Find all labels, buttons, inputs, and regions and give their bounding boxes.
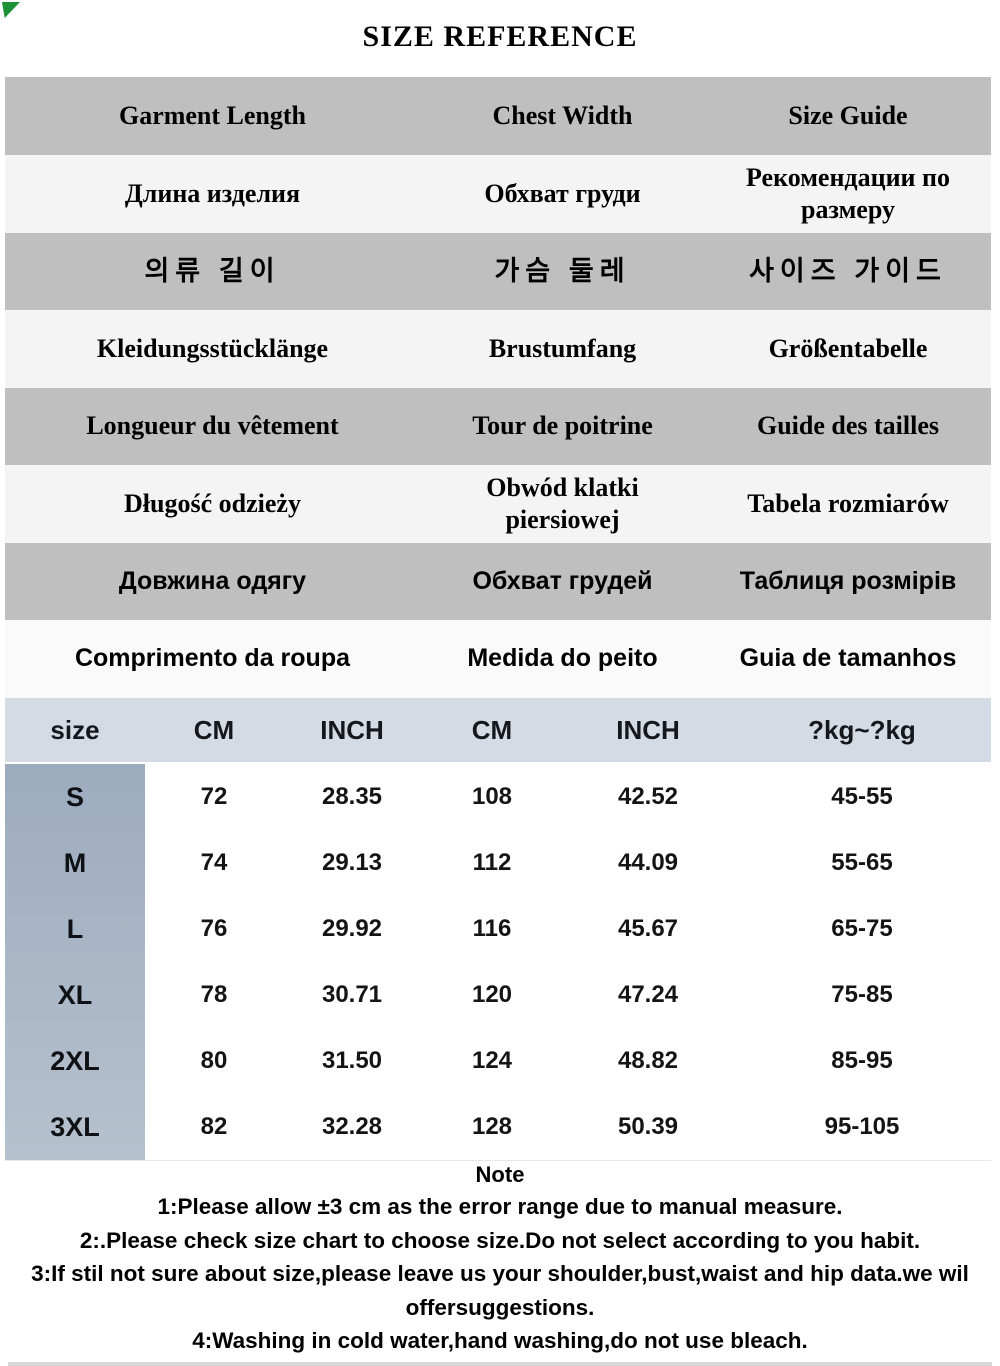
page-title: SIZE REFERENCE xyxy=(362,20,638,53)
lang-row-polish: Długość odzieży Obwód klatki piersiowej … xyxy=(5,465,991,543)
chest-width-label-de: Brustumfang xyxy=(488,333,637,363)
length-inch-value: 32.28 xyxy=(321,1113,383,1140)
weight-header: ?kg~?kg xyxy=(808,714,916,745)
length-cm-value: 78 xyxy=(200,981,228,1008)
size-value: M xyxy=(63,847,87,878)
corner-fold-icon xyxy=(2,2,20,18)
lang-row-russian: Длина изделия Обхват груди Рекомендации … xyxy=(5,155,991,233)
size-row-l: L 76 29.92 116 45.67 65-75 xyxy=(5,896,991,962)
size-guide-label-ko: 사이즈 가이드 xyxy=(749,255,947,286)
chest-cm-value: 116 xyxy=(472,915,512,942)
size-guide-label-pt: Guia de tamanhos xyxy=(739,644,957,673)
garment-length-label-uk: Довжина одягу xyxy=(118,566,307,595)
length-cm-value: 80 xyxy=(200,1047,228,1074)
chest-inch-value: 44.09 xyxy=(617,849,679,876)
garment-length-label-de: Kleidungsstücklänge xyxy=(96,333,329,363)
lang-row-german: Kleidungsstücklänge Brustumfang Größenta… xyxy=(5,310,991,388)
size-chart-table: S 72 28.35 108 42.52 45-55 M 74 29.13 11… xyxy=(5,764,991,1161)
size-value: L xyxy=(66,913,84,944)
chest-cm-value: 112 xyxy=(472,849,512,876)
size-value: S xyxy=(65,781,84,812)
size-column-background xyxy=(5,764,145,1160)
note-line-2: 2:.Please check size chart to choose siz… xyxy=(79,1227,921,1253)
size-row-2xl: 2XL 80 31.50 124 48.82 85-95 xyxy=(5,1028,991,1094)
lang-row-korean: 의류 길이 가슴 둘레 사이즈 가이드 xyxy=(5,233,991,310)
size-column-header: size xyxy=(50,714,100,745)
size-guide-label-de: Größentabelle xyxy=(768,333,928,363)
size-row-xl: XL 78 30.71 120 47.24 75-85 xyxy=(5,962,991,1028)
length-inch-value: 31.50 xyxy=(321,1047,383,1074)
note-line-4: 4:Washing in cold water,hand washing,do … xyxy=(192,1328,808,1353)
chest-cm-value: 108 xyxy=(471,783,513,810)
chest-inch-value: 42.52 xyxy=(617,783,679,810)
weight-range-value: 55-65 xyxy=(831,849,893,876)
size-guide-label-pl: Tabela rozmiarów xyxy=(747,488,949,518)
garment-length-label-pl: Długość odzieży xyxy=(124,488,301,518)
lang-row-ukrainian: Довжина одягу Обхват грудей Таблиця розм… xyxy=(5,543,991,620)
length-cm-value: 72 xyxy=(200,783,228,810)
note-line-1: 1:Please allow ±3 cm as the error range … xyxy=(157,1194,843,1219)
note-section: Note 1:Please allow ±3 cm as the error r… xyxy=(10,1160,990,1358)
chest-width-label-uk: Обхват грудей xyxy=(472,566,653,595)
note-line-3: 3:If stil not sure about size,please lea… xyxy=(31,1261,969,1320)
size-value: 2XL xyxy=(50,1045,100,1076)
language-header-table: Garment Length Chest Width Size Guide Дл… xyxy=(5,77,991,698)
size-guide-label: Size Guide xyxy=(788,100,908,130)
lang-row-english: Garment Length Chest Width Size Guide xyxy=(5,77,991,155)
size-row-m: M 74 29.13 112 44.09 55-65 xyxy=(5,830,991,896)
chest-width-label-ko: 가슴 둘레 xyxy=(494,255,631,286)
chest-cm-value: 128 xyxy=(471,1113,513,1140)
chest-cm-header: CM xyxy=(471,714,513,745)
garment-length-label-fr: Longueur du vêtement xyxy=(86,411,339,441)
garment-length-label: Garment Length xyxy=(118,100,307,130)
size-guide-label-fr: Guide des tailles xyxy=(756,411,939,441)
chest-width-label-fr: Tour de poitrine xyxy=(472,411,653,441)
garment-length-label-ru: Длина изделия xyxy=(124,178,301,208)
chest-inch-value: 45.67 xyxy=(617,915,679,942)
garment-length-label-ko: 의류 길이 xyxy=(144,255,281,286)
chest-inch-value: 48.82 xyxy=(617,1047,679,1074)
length-inch-header: INCH xyxy=(320,714,384,745)
chest-inch-value: 50.39 xyxy=(617,1113,679,1140)
weight-range-value: 85-95 xyxy=(831,1047,893,1074)
length-inch-value: 28.35 xyxy=(321,783,383,810)
length-cm-value: 74 xyxy=(200,849,228,876)
length-cm-header: CM xyxy=(193,714,235,745)
size-value: XL xyxy=(57,979,93,1010)
size-guide-label-uk: Таблиця розмірів xyxy=(739,566,957,595)
lang-row-french: Longueur du vêtement Tour de poitrine Gu… xyxy=(5,388,991,465)
size-chart-header-row: size CM INCH CM INCH ?kg~?kg xyxy=(5,698,991,762)
garment-length-label-pt: Comprimento da roupa xyxy=(74,644,350,673)
weight-range-value: 45-55 xyxy=(831,783,893,810)
chest-width-label: Chest Width xyxy=(492,100,633,130)
chest-width-label-pt: Medida do peito xyxy=(467,644,658,673)
length-inch-value: 29.92 xyxy=(321,915,383,942)
chest-cm-value: 120 xyxy=(471,981,513,1008)
length-cm-value: 82 xyxy=(200,1113,228,1140)
chest-inch-value: 47.24 xyxy=(617,981,679,1008)
weight-range-value: 95-105 xyxy=(824,1113,900,1140)
size-guide-label-ru: Рекомендации по размеру xyxy=(745,162,951,225)
lang-row-portuguese: Comprimento da roupa Medida do peito Gui… xyxy=(5,620,991,698)
length-cm-value: 76 xyxy=(200,915,228,942)
chest-width-label-pl: Obwód klatki piersiowej xyxy=(486,472,639,535)
weight-range-value: 75-85 xyxy=(831,981,893,1008)
note-title: Note xyxy=(475,1162,525,1187)
length-inch-value: 30.71 xyxy=(321,981,383,1008)
size-value: 3XL xyxy=(50,1111,100,1142)
chest-inch-header: INCH xyxy=(616,714,680,745)
chest-width-label-ru: Обхват груди xyxy=(484,178,641,208)
size-row-3xl: 3XL 82 32.28 128 50.39 95-105 xyxy=(5,1094,991,1160)
weight-range-value: 65-75 xyxy=(831,915,893,942)
length-inch-value: 29.13 xyxy=(321,849,383,876)
chest-cm-value: 124 xyxy=(471,1047,513,1074)
size-row-s: S 72 28.35 108 42.52 45-55 xyxy=(5,764,991,830)
bottom-edge-strip xyxy=(8,1362,992,1366)
